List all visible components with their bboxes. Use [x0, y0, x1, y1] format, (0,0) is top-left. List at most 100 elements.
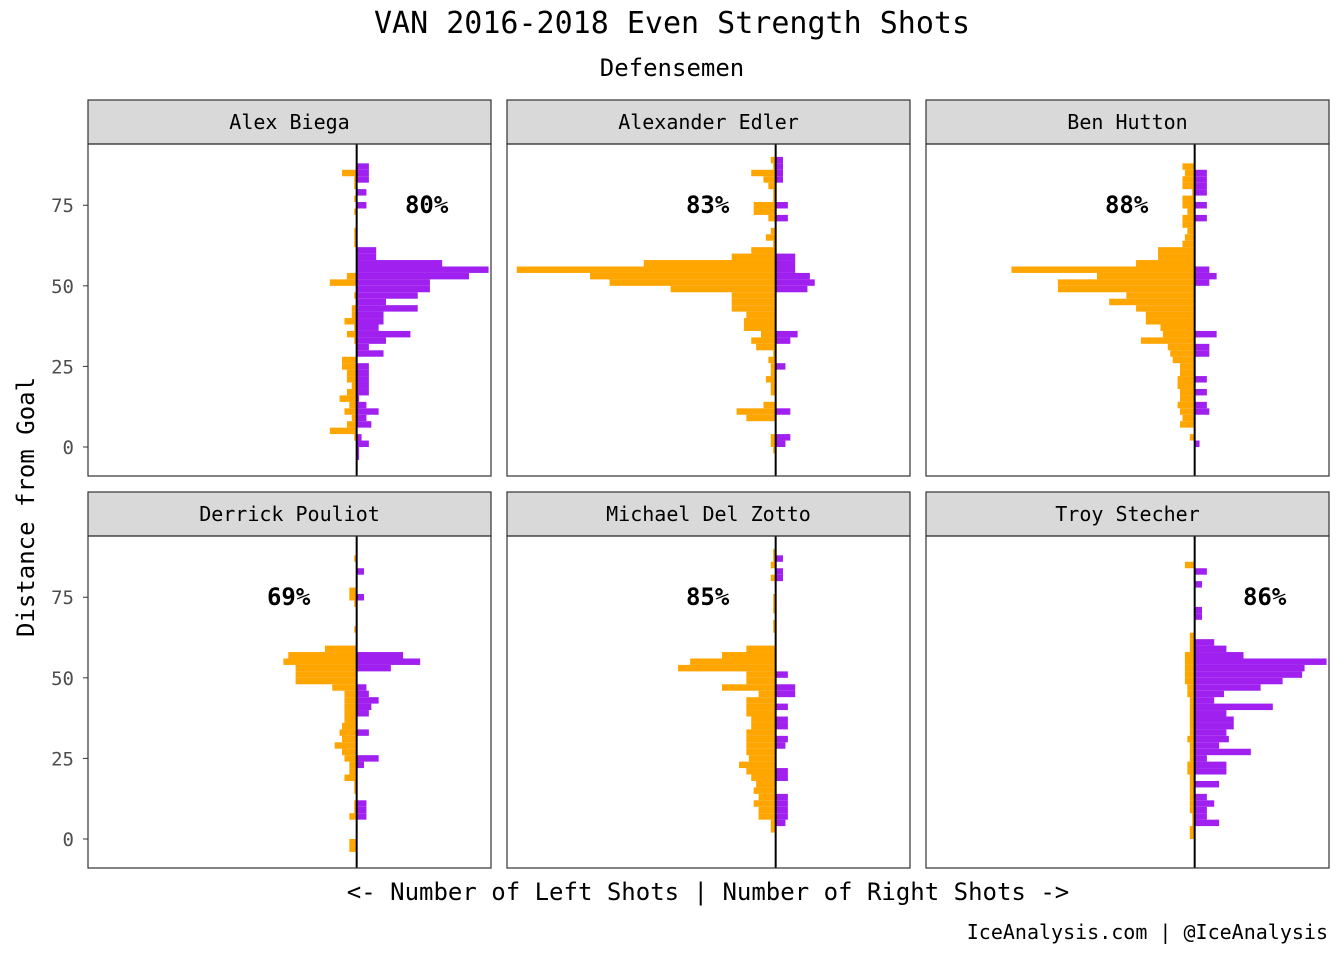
right-shot-bar [775, 285, 808, 293]
right-shot-bar [356, 324, 379, 331]
left-shot-bar [1189, 710, 1195, 717]
left-shot-bar [1160, 324, 1195, 331]
right-shot-bar [1194, 664, 1305, 672]
left-shot-bar [1180, 421, 1195, 428]
left-shot-bar [1184, 652, 1195, 659]
right-shot-bar [1194, 793, 1207, 801]
left-shot-bar [1189, 639, 1195, 646]
right-shot-bar [775, 690, 796, 698]
right-shot-bar [1194, 606, 1202, 614]
y-tick-label: 75 [51, 587, 74, 609]
right-shot-bar [356, 311, 384, 319]
right-shot-bar [356, 697, 379, 704]
right-shot-bar [1194, 703, 1273, 711]
right-shot-bar [1194, 800, 1215, 807]
right-shot-bar [1194, 645, 1227, 653]
left-shot-bar [758, 690, 776, 698]
right-shot-bar [775, 440, 786, 447]
left-shot-bar [770, 156, 776, 164]
left-shot-bar [295, 671, 357, 678]
left-shot-bar [354, 176, 357, 183]
left-shot-bar [1189, 716, 1195, 723]
left-shot-bar [1182, 176, 1195, 183]
facet-strip [87, 491, 492, 537]
left-shot-bar [721, 652, 776, 659]
percent-label: 69% [267, 583, 311, 611]
right-shot-bar [775, 337, 791, 344]
left-shot-bar [1182, 163, 1195, 170]
left-shot-bar [354, 626, 357, 633]
right-shot-bar [356, 260, 443, 267]
left-shot-bar [763, 176, 776, 183]
percent-label: 88% [1105, 191, 1149, 219]
right-shot-bar [1194, 581, 1202, 588]
left-shot-bar [1189, 742, 1195, 749]
left-shot-bar [1187, 761, 1195, 769]
panel-border [506, 535, 911, 869]
left-shot-bar [773, 195, 776, 203]
left-shot-bar [344, 710, 357, 717]
left-shot-bar [1177, 401, 1195, 409]
left-shot-bar [288, 652, 357, 659]
right-shot-bar [356, 292, 418, 299]
left-shot-bar [342, 169, 357, 177]
left-shot-bar [342, 748, 357, 756]
left-shot-bar [342, 363, 357, 370]
left-shot-bar [354, 195, 357, 203]
left-shot-bar [1189, 434, 1195, 441]
left-shot-bar [746, 742, 776, 749]
right-shot-bar [1194, 761, 1227, 769]
left-shot-bar [753, 202, 776, 209]
left-shot-bar [1184, 658, 1195, 665]
left-shot-bar [1145, 318, 1195, 325]
right-shot-bar [775, 169, 783, 177]
left-shot-bar [1189, 748, 1195, 756]
right-shot-bar [356, 305, 418, 312]
left-shot-bar [1140, 337, 1195, 344]
right-shot-bar [775, 568, 783, 575]
left-shot-bar [1184, 677, 1195, 685]
percent-label: 80% [405, 191, 449, 219]
left-shot-bar [1011, 266, 1195, 273]
left-shot-bar [770, 388, 776, 396]
left-shot-bar [765, 376, 776, 383]
percent-label: 86% [1243, 583, 1287, 611]
facet-strip-label: Ben Hutton [1067, 110, 1187, 134]
left-shot-bar [344, 774, 357, 781]
right-shot-bar [356, 421, 372, 428]
left-shot-bar [746, 671, 776, 678]
left-shot-bar [1189, 826, 1195, 833]
right-shot-bar [1194, 806, 1207, 814]
x-axis-label: <- Number of Left Shots | Number of Righ… [346, 878, 1070, 906]
right-shot-bar [356, 285, 430, 293]
left-shot-bar [339, 395, 357, 402]
left-shot-bar [751, 169, 776, 177]
left-shot-bar [351, 305, 357, 312]
right-shot-bar [775, 742, 786, 749]
left-shot-bar [354, 337, 357, 344]
right-shot-bar [1194, 671, 1303, 678]
left-shot-bar [773, 240, 776, 248]
right-shot-bar [356, 272, 470, 280]
chart-subtitle: Defensemen [599, 54, 745, 82]
left-shot-bar [1189, 832, 1195, 839]
left-shot-bar [773, 619, 776, 627]
left-shot-bar [1189, 780, 1195, 788]
left-shot-bar [751, 337, 776, 344]
left-shot-bar [765, 234, 776, 241]
left-shot-bar [349, 761, 357, 769]
left-shot-bar [329, 427, 357, 435]
left-shot-bar [1182, 202, 1195, 209]
right-shot-bar [1194, 440, 1200, 447]
left-shot-bar [344, 716, 357, 723]
left-shot-bar [346, 376, 357, 383]
left-shot-bar [670, 285, 776, 293]
left-shot-bar [346, 388, 357, 396]
right-shot-bar [1194, 408, 1210, 415]
left-shot-bar [1057, 279, 1195, 286]
right-shot-bar [356, 453, 360, 460]
left-shot-bar [1184, 234, 1195, 241]
y-tick-label: 25 [51, 356, 74, 378]
left-shot-bar [770, 440, 776, 447]
left-shot-bar [1189, 722, 1195, 730]
